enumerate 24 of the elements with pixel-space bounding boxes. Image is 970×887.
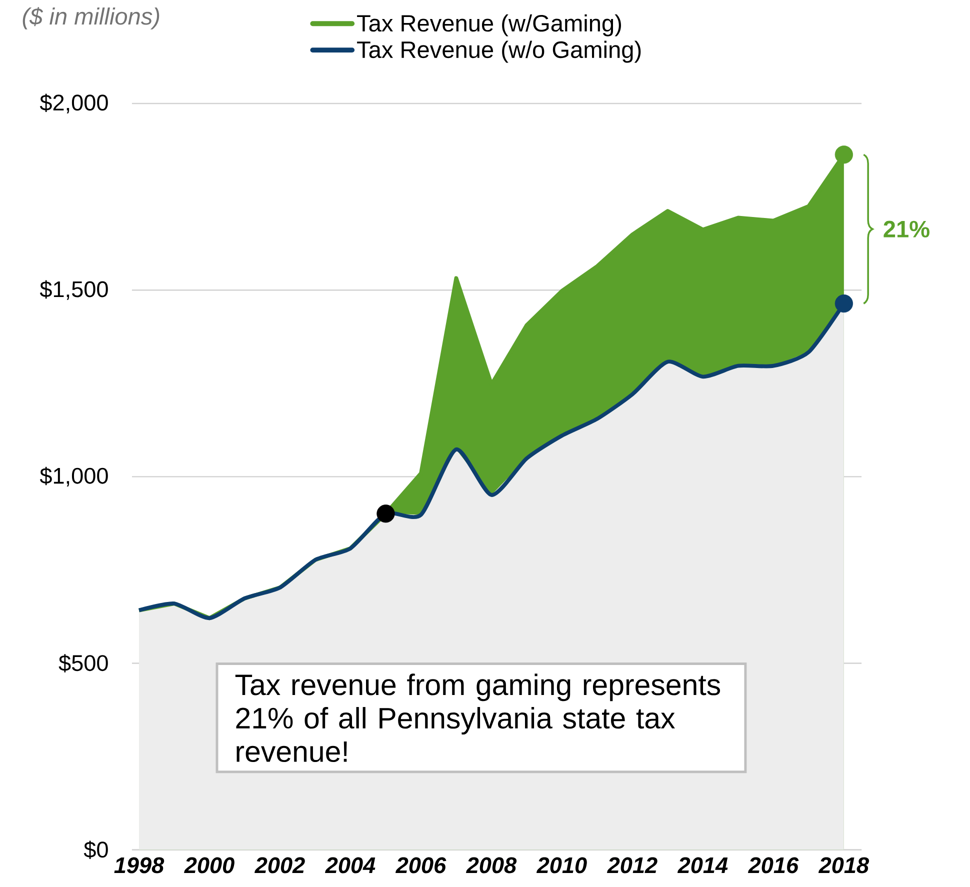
x-tick-label: 1998 [114, 857, 164, 874]
point [834, 294, 853, 312]
x-tick-label: 2018 [818, 857, 870, 874]
y-axis-title: ($ in millions) [22, 6, 160, 30]
point [834, 145, 853, 164]
x-tick-label: 2008 [466, 857, 517, 874]
y-tick-label: $2,000 [40, 94, 108, 114]
x-tick-label: 2012 [606, 857, 658, 874]
legend-label: Tax Revenue (w/Gaming) [357, 14, 621, 36]
x-tick-label: 2006 [395, 857, 446, 874]
annotation: Tax revenue from gaming represents 21% of all Pennsylvania state tax revenue! [235, 673, 720, 762]
y-tick-label: $1,500 [40, 280, 108, 300]
point [376, 504, 395, 523]
x-tick-label: 2004 [325, 857, 376, 874]
y-tick-label: $500 [58, 654, 108, 672]
y-tick-label: $1,000 [40, 466, 108, 486]
x-tick-label: 2010 [536, 857, 587, 874]
text: 21% [884, 220, 930, 238]
x-tick-label: 2016 [748, 857, 799, 874]
x-tick-label: 2000 [184, 857, 234, 874]
x-tick-label: 2014 [677, 857, 728, 874]
x-tick-label: 2002 [254, 857, 305, 874]
legend-label: Tax Revenue (w/o Gaming) [357, 40, 641, 63]
y-tick-label: $0 [84, 840, 108, 859]
